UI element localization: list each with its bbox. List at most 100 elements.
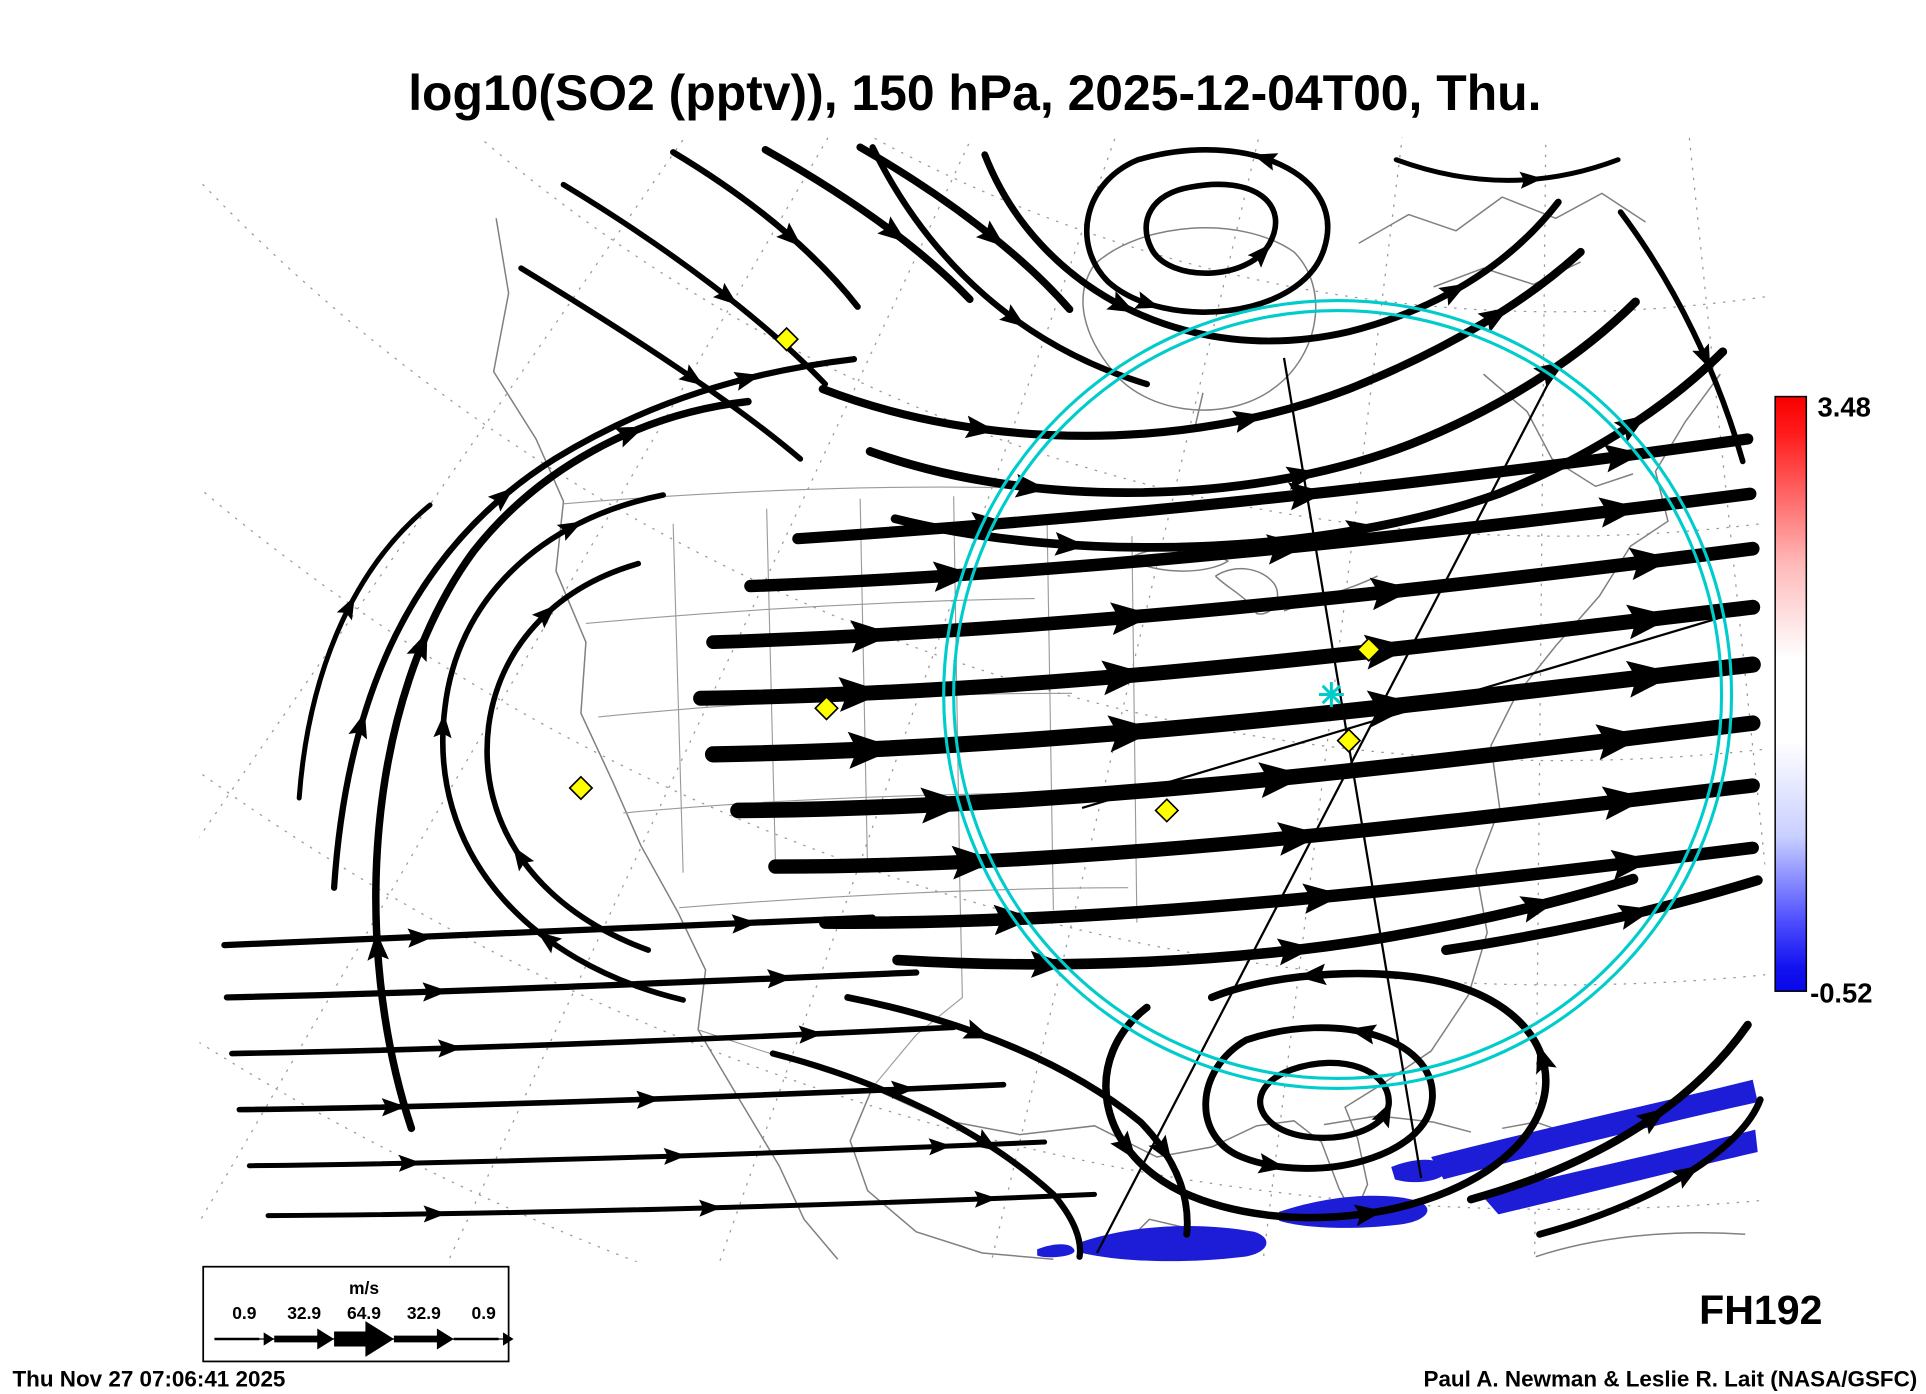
flow-arrowhead	[1101, 660, 1149, 696]
wind-legend-box: m/s 0.9 32.9 64.9 32.9 0.9	[202, 1265, 514, 1363]
flow-arrowhead	[1265, 534, 1308, 565]
flow-arrowhead	[731, 914, 758, 934]
flow-arrowhead	[1369, 577, 1415, 611]
flow-arrowhead	[964, 415, 997, 439]
streamline-path	[670, 149, 861, 310]
streamline-path	[865, 297, 1640, 497]
wind-legend-tick-4: 0.9	[472, 1303, 497, 1323]
flow-arrowhead	[698, 1199, 722, 1217]
footer-credit: Paul A. Newman & Leslie R. Lait (NASA/GS…	[1423, 1366, 1917, 1391]
flow-arrowhead	[1628, 547, 1674, 581]
streamline-path	[560, 181, 829, 387]
coastline-path	[1535, 1232, 1746, 1258]
flow-arrowhead	[1536, 1043, 1557, 1075]
flow-arrowhead	[974, 1190, 998, 1208]
wind-legend-tick-1: 32.9	[287, 1303, 321, 1323]
flow-arrowhead	[513, 846, 535, 872]
coastline-path	[849, 1086, 1054, 1260]
flow-arrowhead	[1353, 1204, 1384, 1226]
flow-arrowhead	[838, 677, 886, 712]
streamline-path	[223, 969, 920, 1001]
so2-plume-polygon	[1082, 1225, 1267, 1262]
flow-arrowhead	[1247, 243, 1271, 268]
flow-arrowhead	[437, 1039, 463, 1058]
wind-scale-arrowhead	[436, 1328, 454, 1350]
flow-arrowhead	[1110, 602, 1155, 635]
flow-arrowhead	[1625, 660, 1677, 698]
flow-arrowhead	[1610, 849, 1653, 881]
streamline-path	[1441, 875, 1763, 956]
flow-arrowhead	[975, 220, 1005, 247]
flow-arrowhead	[381, 1098, 407, 1117]
flow-arrowhead	[962, 1019, 992, 1039]
colorbar-max-label: 3.48	[1818, 392, 1871, 423]
wind-scale-arrowhead	[503, 1332, 514, 1346]
so2-plume-polygon	[1391, 1159, 1447, 1183]
overlay-layer	[568, 299, 1756, 1254]
streamline-path	[296, 502, 433, 801]
streamline-path	[1393, 157, 1621, 183]
streamline-path	[981, 151, 1562, 345]
flow-arrowhead	[556, 521, 583, 541]
flow-arrowhead	[433, 713, 452, 739]
border-path	[672, 523, 684, 873]
flow-arrowhead	[423, 1205, 447, 1223]
page-title: log10(SO2 (pptv)), 150 hPa, 2025-12-04T0…	[408, 65, 1541, 121]
flow-arrowhead	[1054, 532, 1087, 556]
site-marker-diamond	[774, 326, 799, 352]
streamline-path	[856, 143, 1074, 314]
flow-arrowhead	[406, 631, 428, 662]
footer-timestamp: Thu Nov 27 07:06:41 2025	[12, 1366, 285, 1391]
site-marker-diamond	[1154, 798, 1180, 823]
so2-plume-polygon	[1037, 1244, 1075, 1258]
trajectory-line	[1282, 357, 1423, 1179]
site-marker-diamond	[1356, 637, 1382, 662]
flow-arrowhead	[1438, 283, 1467, 306]
flow-arrowhead	[999, 304, 1026, 327]
flow-arrowhead	[1106, 291, 1136, 313]
flow-arrowhead	[733, 372, 761, 391]
border-path	[679, 887, 1129, 909]
flow-arrowhead	[1477, 307, 1510, 333]
flow-arrowhead	[1348, 1024, 1378, 1045]
flow-arrowhead	[1601, 786, 1649, 820]
flow-arrowhead	[348, 712, 368, 740]
flow-arrowhead	[767, 969, 794, 989]
flow-arrowhead	[1134, 291, 1160, 309]
flow-arrowhead	[776, 222, 802, 247]
streamline-path	[744, 487, 1757, 593]
graticule-meridian	[1534, 137, 1547, 1262]
streamline-path	[761, 146, 974, 304]
flow-arrowhead	[1302, 883, 1344, 914]
flow-arrowhead	[1110, 1130, 1137, 1160]
flow-arrowhead	[932, 561, 975, 592]
flow-arrowhead	[367, 931, 389, 961]
wind-scale-arrowhead	[365, 1321, 394, 1357]
coastline-path	[1323, 1115, 1472, 1133]
flow-arrowhead	[678, 364, 704, 386]
flow-arrowhead	[1595, 724, 1645, 760]
streamline-path	[1617, 209, 1746, 465]
range-circle	[952, 308, 1724, 1081]
streamline-path	[869, 144, 1150, 388]
so2-plume-polygon	[1480, 1129, 1758, 1215]
flow-arrowhead	[1148, 1134, 1172, 1163]
streamline-path	[265, 1191, 1098, 1219]
forecast-hour-label: FH192	[1699, 1287, 1822, 1333]
flow-arrowhead	[487, 487, 514, 512]
border-path	[585, 597, 1035, 625]
flow-arrowhead	[971, 1129, 999, 1152]
flow-arrowhead	[1635, 1107, 1667, 1135]
flow-arrowhead	[920, 787, 969, 824]
streamline-path	[1257, 1059, 1392, 1141]
site-marker-diamond	[814, 695, 839, 721]
streamline-path	[1143, 181, 1279, 276]
flow-arrowhead	[712, 282, 738, 305]
graticule-parallel	[478, 137, 1766, 537]
streamline-layer	[221, 143, 1764, 1260]
flow-arrowhead	[537, 931, 563, 954]
flow-arrowhead	[1257, 1153, 1286, 1174]
flow-arrowhead	[1371, 1101, 1392, 1129]
streamline-path	[518, 265, 804, 462]
